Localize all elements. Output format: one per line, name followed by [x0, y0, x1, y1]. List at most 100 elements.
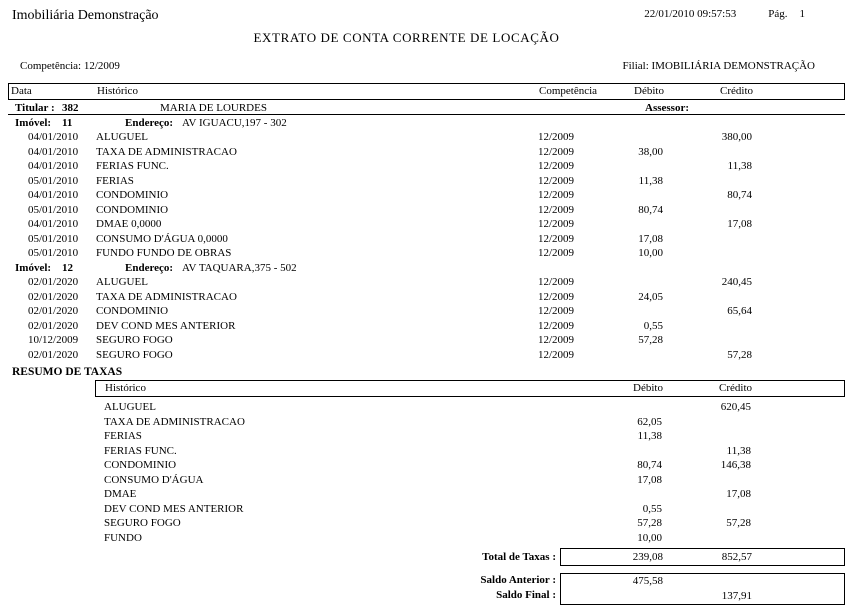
row-date: 05/01/2010 — [28, 203, 79, 216]
resumo-col-debito: Débito — [633, 382, 663, 394]
competencia-value: 12/2009 — [83, 60, 120, 72]
filial-label: Filial: — [622, 60, 649, 72]
row-date: 05/01/2010 — [28, 247, 79, 259]
print-datetime: 22/01/2010 09:57:53 — [644, 8, 737, 20]
resumo-credito: 17,08 — [726, 488, 751, 500]
resumo-debito: 80,74 — [637, 459, 662, 471]
row-historico: CONDOMINIO — [96, 203, 169, 216]
resumo-credito — [665, 430, 755, 445]
row-historico: CONSUMO D'ÁGUA 0,0000 — [96, 232, 228, 245]
row-competencia: 12/2009 — [538, 218, 575, 230]
row-competencia: 12/2009 — [538, 305, 575, 317]
table-row: 05/01/2010 CONDOMINIO 12/2009 80,74 — [8, 204, 853, 219]
filial-field: Filial: IMOBILIÁRIA DEMONSTRAÇÃO — [622, 60, 815, 74]
resumo-debito — [530, 401, 665, 416]
header-right: 22/01/2010 09:57:53 Pág. 1 — [644, 8, 805, 24]
row-credito — [666, 247, 756, 262]
saldo-labels: Saldo Anterior : Saldo Final : — [0, 573, 556, 605]
row-historico: CONDOMINIO — [96, 305, 169, 317]
row-historico: SEGURO FOGO — [96, 334, 173, 346]
row-debito — [606, 160, 666, 175]
col-header-credito: Crédito — [720, 85, 753, 97]
row-competencia: 12/2009 — [538, 232, 575, 245]
resumo-debito: 10,00 — [637, 531, 662, 544]
row-historico: FERIAS — [96, 174, 134, 187]
table-row: 02/01/2020 CONDOMINIO 12/2009 65,64 — [8, 305, 853, 320]
resumo-credito: 57,28 — [726, 517, 751, 529]
page-label: Pág. — [768, 8, 788, 20]
resumo-historico: FERIAS — [104, 430, 142, 442]
table-row: 04/01/2010 TAXA DE ADMINISTRACAO 12/2009 38… — [8, 146, 853, 161]
meta-row: Competência: 12/2009 Filial: IMOBILIÁRIA… — [0, 60, 853, 74]
row-credito — [666, 233, 756, 248]
saldo-box: 475,58 137,91 — [560, 573, 845, 605]
row-date: 04/01/2010 — [28, 131, 79, 143]
resumo-col-credito: Crédito — [719, 382, 752, 394]
row-date: 05/01/2010 — [28, 174, 79, 187]
resumo-row: DMAE 17,08 — [95, 488, 853, 503]
row-credito: 57,28 — [727, 348, 752, 361]
row-historico: TAXA DE ADMINISTRACAO — [96, 145, 237, 158]
row-debito — [606, 218, 666, 233]
row-date: 05/01/2010 — [28, 232, 79, 245]
row-competencia: 12/2009 — [538, 247, 575, 259]
row-credito — [666, 204, 756, 219]
row-date: 02/01/2020 — [28, 276, 79, 288]
col-header-competencia: Competência — [539, 85, 598, 97]
row-credito — [666, 320, 756, 335]
table-row: 05/01/2010 FUNDO FUNDO DE OBRAS 12/2009 10,… — [8, 247, 853, 262]
transactions-list: Imóvel: 11 Endereço: AV IGUACU,197 - 302 04/… — [8, 117, 853, 364]
resumo-historico: DMAE — [104, 488, 137, 500]
imovel-header-row: Imóvel: 12 Endereço: AV TAQUARA,375 - 502 — [8, 262, 853, 277]
row-competencia: 12/2009 — [538, 145, 575, 158]
table-row: 05/01/2010 CONSUMO D'ÁGUA 0,0000 12/2009 17… — [8, 233, 853, 248]
row-credito: 80,74 — [727, 189, 752, 201]
endereco-label: Endereço: — [125, 116, 174, 129]
table-row: 10/12/2009 SEGURO FOGO 12/2009 57,28 — [8, 334, 853, 349]
row-date: 02/01/2020 — [28, 290, 79, 303]
competencia-label: Competência: — [20, 60, 82, 72]
resumo-debito: 57,28 — [637, 517, 662, 529]
resumo-list: ALUGUEL 620,45 TAXA DE ADMINISTRACAO 62,05 F… — [0, 401, 853, 546]
resumo-credito — [665, 532, 755, 547]
resumo-row: ALUGUEL 620,45 — [95, 401, 853, 416]
resumo-credito: 11,38 — [726, 444, 751, 457]
row-historico: ALUGUEL — [96, 276, 148, 288]
row-debito: 10,00 — [638, 247, 663, 259]
row-credito: 11,38 — [727, 160, 752, 172]
table-row: 02/01/2020 SEGURO FOGO 12/2009 57,28 — [8, 349, 853, 364]
row-credito — [666, 146, 756, 161]
resumo-row: FERIAS FUNC. 11,38 — [95, 445, 853, 460]
row-historico: SEGURO FOGO — [96, 348, 173, 361]
row-debito: 17,08 — [638, 232, 663, 245]
total-taxas-row: Total de Taxas : 239,08 852,57 — [0, 548, 853, 566]
row-competencia: 12/2009 — [538, 174, 575, 187]
row-date: 02/01/2020 — [28, 305, 79, 317]
row-date: 02/01/2020 — [28, 319, 79, 332]
row-competencia: 12/2009 — [538, 319, 575, 332]
row-debito — [606, 131, 666, 146]
saldo-final-label: Saldo Final : — [496, 589, 556, 601]
resumo-credito — [665, 416, 755, 431]
resumo-historico: FUNDO — [104, 531, 142, 544]
resumo-credito — [665, 474, 755, 489]
filial-value: IMOBILIÁRIA DEMONSTRAÇÃO — [651, 60, 815, 72]
row-date: 04/01/2010 — [28, 160, 79, 172]
table-row: 04/01/2010 DMAE 0,0000 12/2009 17,08 — [8, 218, 853, 233]
col-header-historico: Histórico — [97, 85, 138, 97]
row-competencia: 12/2009 — [538, 131, 575, 143]
resumo-column-headers: Histórico Débito Crédito — [95, 380, 845, 397]
saldo-section: Saldo Anterior : Saldo Final : 475,58 13… — [0, 573, 853, 605]
resumo-col-historico: Histórico — [105, 382, 146, 394]
page-number: 1 — [799, 8, 806, 20]
total-credito: 852,57 — [721, 551, 752, 563]
resumo-row: CONSUMO D'ÁGUA 17,08 — [95, 474, 853, 489]
competencia-field: Competência: 12/2009 — [20, 60, 120, 74]
resumo-row: FERIAS 11,38 — [95, 430, 853, 445]
resumo-debito: 62,05 — [637, 415, 662, 428]
titular-row: Titular : 382 MARIA DE LOURDES Assessor: — [8, 102, 845, 115]
col-header-data: Data — [11, 85, 32, 97]
row-historico: CONDOMINIO — [96, 189, 169, 201]
row-historico: FUNDO FUNDO DE OBRAS — [96, 247, 232, 259]
